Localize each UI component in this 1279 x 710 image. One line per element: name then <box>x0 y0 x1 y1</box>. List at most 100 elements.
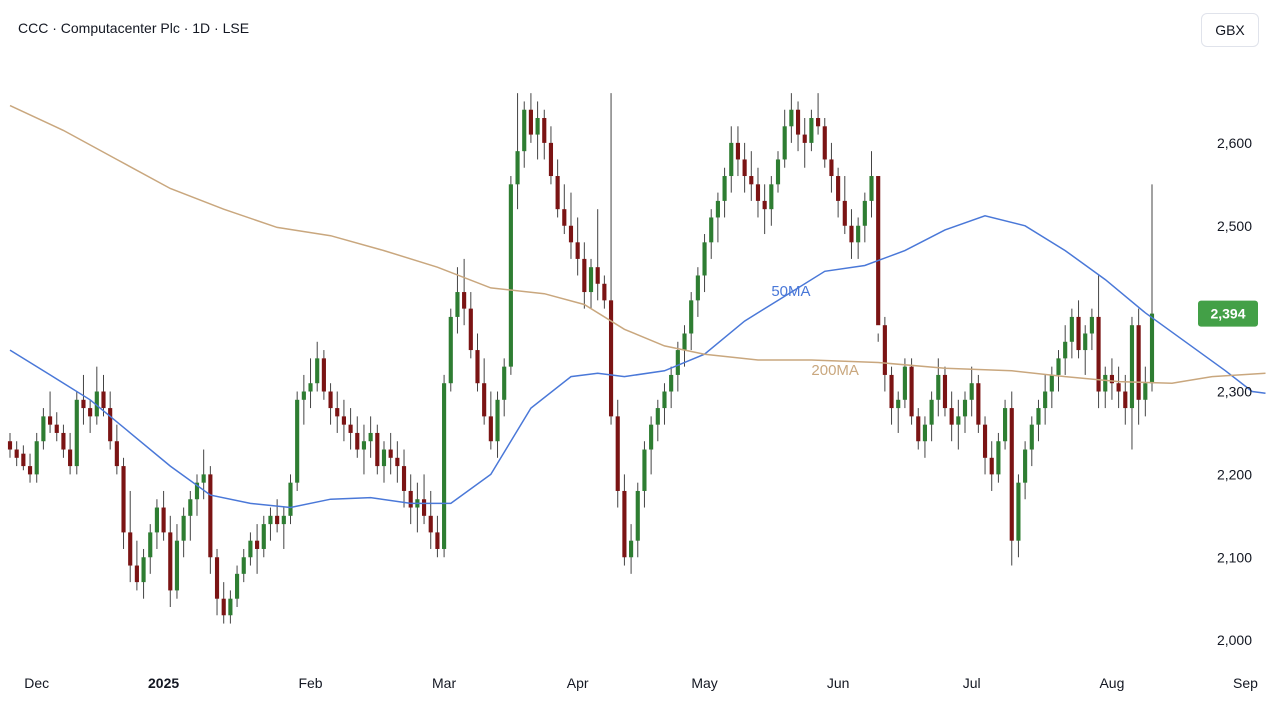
candle <box>896 391 901 433</box>
candle <box>595 209 600 301</box>
candle <box>535 101 540 160</box>
candle <box>769 176 774 226</box>
candle <box>622 474 627 566</box>
candle <box>1009 391 1014 566</box>
candle <box>34 432 39 483</box>
candle <box>315 341 320 392</box>
candle <box>221 582 226 624</box>
candle <box>575 217 580 276</box>
candle <box>268 507 273 541</box>
y-tick-label: 2,600 <box>1217 135 1252 151</box>
candle <box>508 176 513 375</box>
candle <box>495 391 500 458</box>
candle <box>989 441 994 491</box>
candle <box>602 275 607 309</box>
x-tick-label: Feb <box>298 675 322 691</box>
candle <box>876 176 881 342</box>
y-tick-label: 2,200 <box>1217 466 1252 482</box>
candle <box>1143 366 1148 417</box>
candle <box>528 93 533 143</box>
candle <box>1016 474 1021 558</box>
x-tick-label: Aug <box>1099 675 1124 691</box>
candle <box>74 391 79 475</box>
candle <box>588 258 594 309</box>
time-axis[interactable]: Dec 2025 Feb Mar Apr May Jun Jul Aug Sep <box>24 675 1258 691</box>
candle <box>562 184 567 235</box>
candle <box>114 424 119 475</box>
ma-line-200ma <box>9 104 1266 384</box>
candle <box>121 457 126 549</box>
candle <box>7 432 13 458</box>
candle <box>662 383 667 425</box>
candle <box>448 308 453 392</box>
candle <box>174 524 180 599</box>
candle <box>1043 374 1048 425</box>
candle <box>822 118 827 168</box>
candle <box>722 167 727 218</box>
candle <box>762 184 767 235</box>
candle <box>782 109 787 168</box>
candle <box>47 391 53 433</box>
candle <box>54 412 59 442</box>
candle <box>1069 308 1074 359</box>
candle <box>542 109 547 160</box>
candle <box>649 416 654 475</box>
candle <box>642 441 647 508</box>
candle <box>1056 350 1061 392</box>
last-price-badge-bg <box>1198 300 1258 327</box>
candle <box>188 490 193 541</box>
candle <box>615 399 620 508</box>
candle <box>755 167 761 218</box>
candle <box>462 258 467 326</box>
candle <box>675 341 680 392</box>
candle <box>922 416 928 458</box>
candle <box>942 366 948 417</box>
candle <box>735 126 741 177</box>
candle <box>214 548 220 616</box>
candle <box>88 399 93 433</box>
candle <box>1089 308 1094 351</box>
x-tick-label: Mar <box>432 675 456 691</box>
candle <box>608 93 614 425</box>
candle <box>515 93 520 210</box>
candle <box>181 507 186 558</box>
currency-button[interactable]: GBX <box>1201 13 1259 47</box>
candle <box>996 432 1001 483</box>
candle <box>795 101 801 152</box>
candle <box>482 358 487 425</box>
candle <box>1136 308 1141 425</box>
candle <box>1123 374 1128 425</box>
candle <box>148 524 153 574</box>
candle <box>101 374 106 417</box>
moving-averages-layer: 50MA 200MA <box>9 104 1266 509</box>
candle <box>194 474 200 516</box>
candle <box>655 399 660 442</box>
candle <box>241 548 246 583</box>
candle <box>689 292 694 351</box>
last-price-label: 2,394 <box>1210 306 1245 322</box>
candle <box>134 540 139 591</box>
candle <box>502 358 507 417</box>
y-tick-label: 2,500 <box>1217 218 1252 234</box>
candle <box>548 126 554 185</box>
candle <box>695 267 700 317</box>
candle <box>882 316 887 392</box>
x-tick-label: May <box>691 675 717 691</box>
candle <box>1049 366 1054 409</box>
candle <box>234 565 240 607</box>
candle <box>682 325 687 367</box>
candle <box>1116 366 1121 409</box>
candle <box>816 93 821 135</box>
candle <box>108 391 113 450</box>
candle <box>168 515 173 607</box>
candle <box>1096 275 1101 409</box>
candle <box>1003 399 1008 450</box>
candle <box>388 432 393 475</box>
candle <box>128 490 133 583</box>
candle <box>141 548 146 599</box>
candle <box>61 424 66 458</box>
x-tick-label: 2025 <box>148 675 179 691</box>
